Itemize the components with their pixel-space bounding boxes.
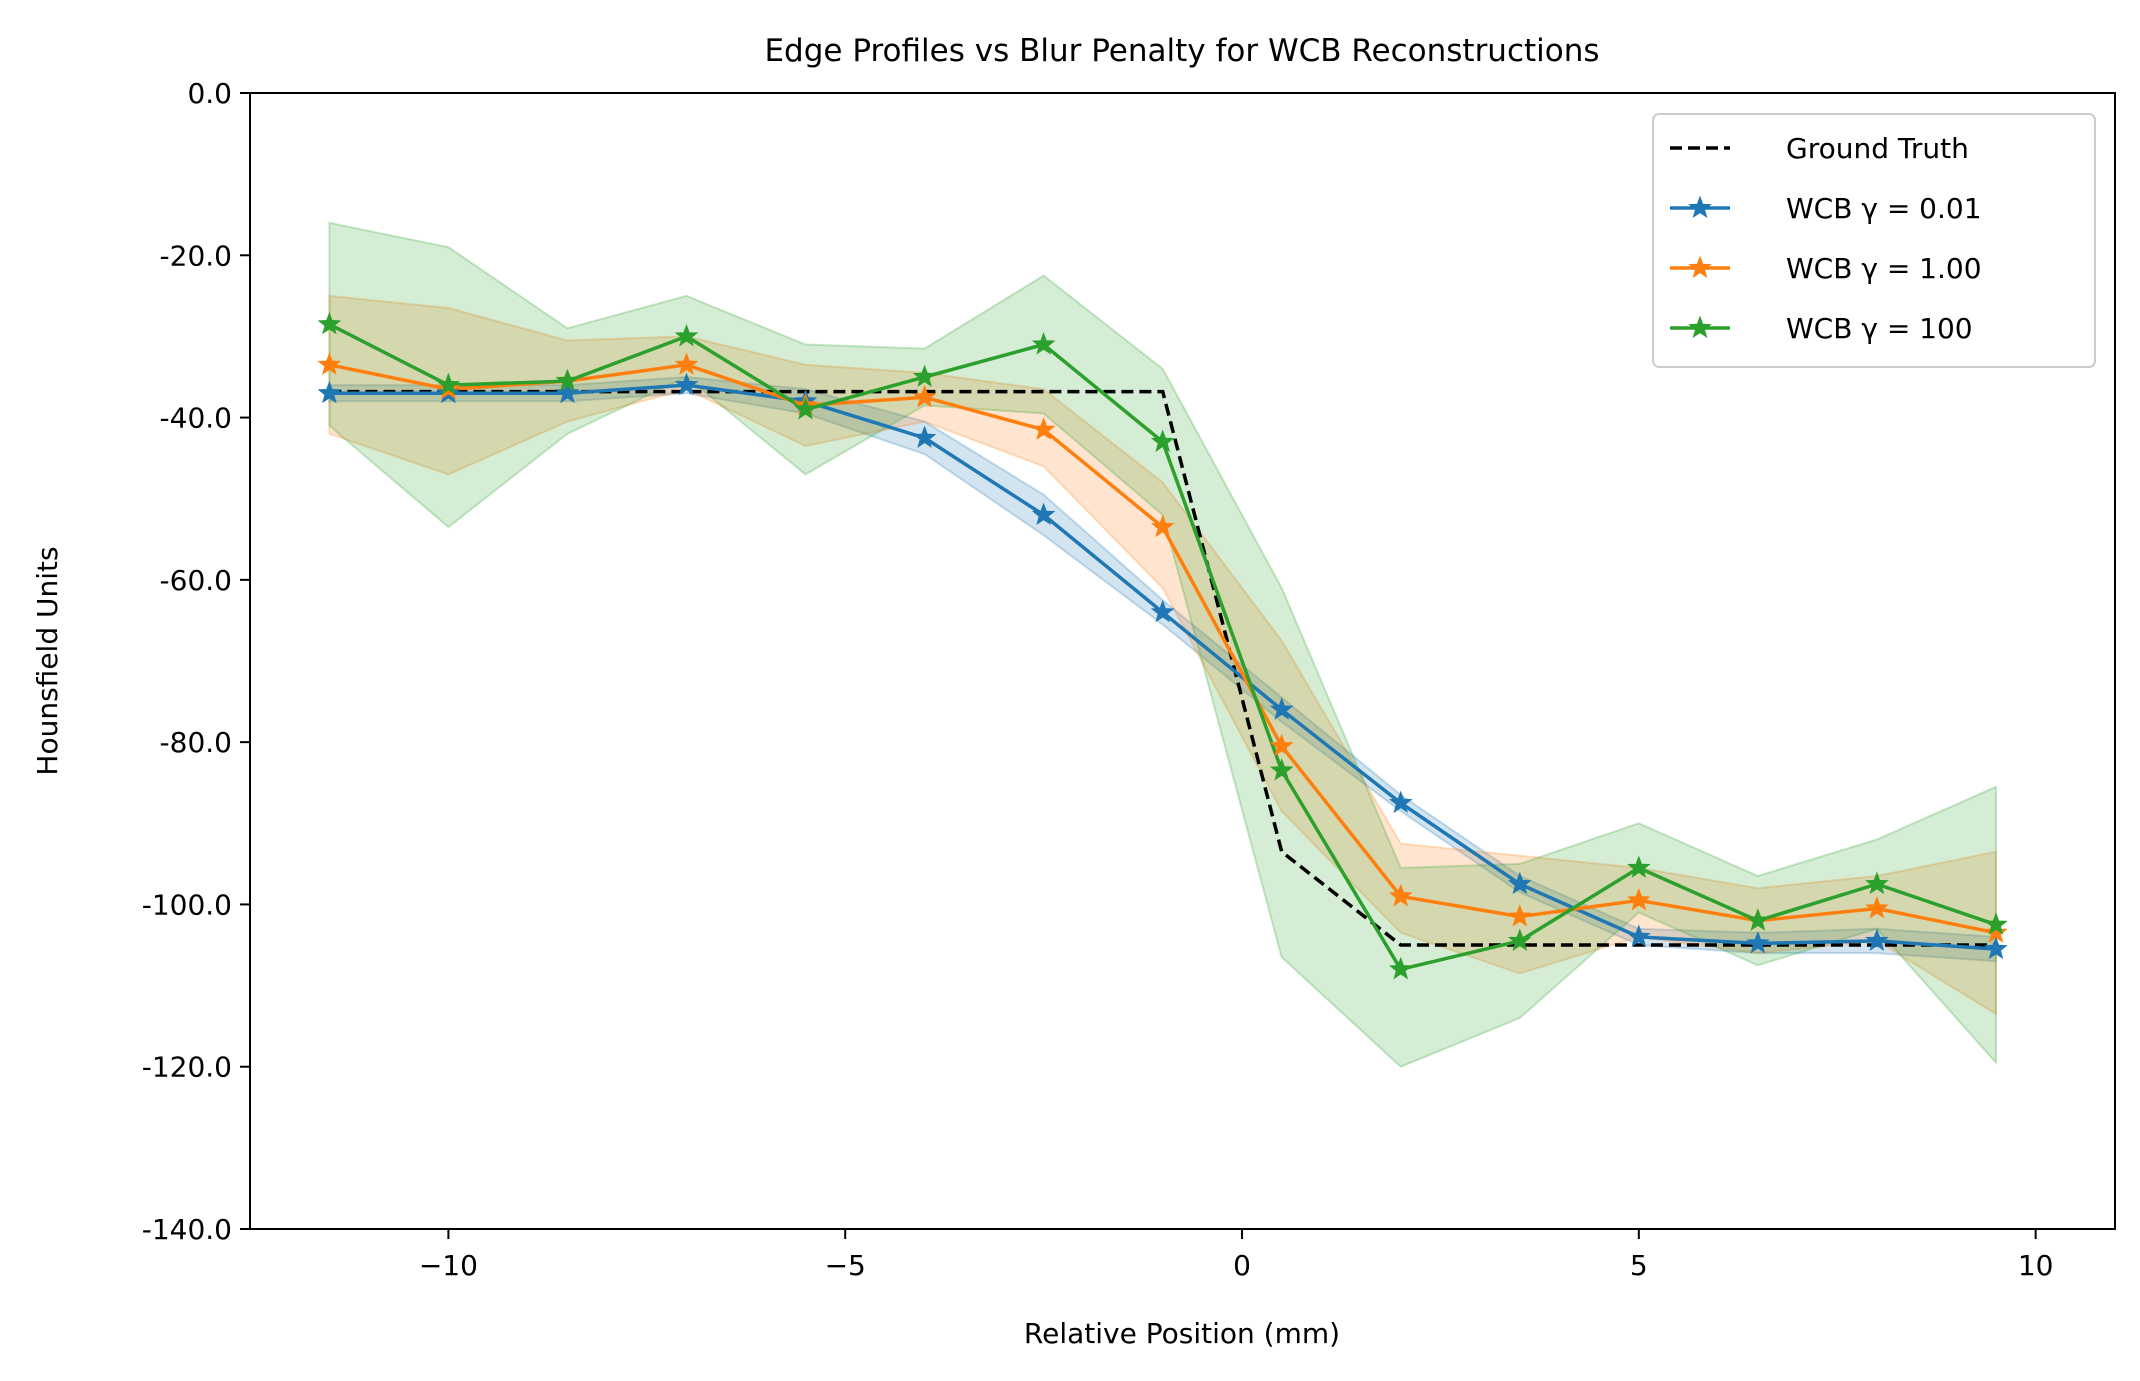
data-point-2-9 [1388, 956, 1413, 980]
legend-marker [1688, 255, 1712, 279]
x-tick-label: −5 [825, 1249, 866, 1282]
data-point-2-0 [317, 311, 342, 335]
data-point-0-14 [1984, 936, 2008, 960]
x-tick-label: 10 [2018, 1249, 2054, 1282]
data-point-2-1 [436, 372, 461, 396]
data-point-1-10 [1507, 904, 1532, 927]
plot-area-frame [249, 92, 2116, 1230]
y-axis-label: Hounsfield Units [31, 546, 64, 775]
data-point-1-3 [674, 352, 699, 375]
data-point-1-8 [1269, 733, 1294, 757]
data-point-0-7 [1150, 599, 1175, 623]
data-point-2-2 [555, 368, 580, 392]
data-point-2-12 [1746, 908, 1770, 931]
data-point-2-3 [674, 323, 699, 347]
data-point-0-13 [1865, 928, 1889, 951]
legend-marker [1688, 315, 1712, 339]
series-markers [317, 311, 2008, 980]
data-point-2-4 [793, 397, 818, 420]
data-point-0-12 [1746, 930, 1770, 954]
data-point-0-10 [1507, 871, 1532, 895]
data-point-0-0 [317, 380, 342, 404]
y-tick-label: -100.0 [142, 888, 232, 921]
data-point-2-7 [1150, 429, 1175, 452]
y-axis: 0.0 -20.0 -40.0 -60.0 -80.0 -100.0 -120.0 -140.… [142, 77, 250, 1246]
data-point-2-11 [1627, 855, 1651, 878]
data-point-0-8 [1269, 697, 1294, 720]
legend: Ground Truth WCB γ = 0.01 WCB γ = 1.00 WCB … [1652, 113, 2096, 368]
data-point-1-14 [1984, 920, 2008, 943]
data-point-1-0 [317, 352, 342, 375]
confidence-band-2 [328, 221, 1997, 1068]
y-tick-label: -140.0 [142, 1213, 232, 1246]
legend-marker [1688, 195, 1712, 219]
data-point-0-11 [1627, 924, 1651, 947]
data-point-2-8 [1269, 758, 1294, 781]
y-tick-label: -20.0 [160, 239, 232, 272]
ground-truth-line [329, 389, 1996, 947]
data-point-1-13 [1865, 896, 1889, 919]
data-point-0-6 [1031, 502, 1056, 525]
data-point-1-6 [1031, 417, 1056, 440]
y-tick-label: -80.0 [160, 726, 232, 759]
x-tick-label: −10 [419, 1249, 478, 1282]
x-tick-label: 5 [1630, 1249, 1648, 1282]
y-tick-label: -60.0 [160, 564, 232, 597]
data-point-1-5 [912, 384, 937, 408]
legend-label: WCB γ = 100 [1786, 312, 1973, 345]
x-tick-label: 0 [1233, 1249, 1251, 1282]
data-point-1-11 [1627, 887, 1651, 911]
legend-label: WCB γ = 1.00 [1786, 252, 1982, 285]
data-point-2-10 [1507, 928, 1532, 951]
y-tick-label: -120.0 [142, 1051, 232, 1084]
data-point-2-13 [1865, 871, 1889, 895]
data-point-1-7 [1150, 514, 1175, 538]
data-point-1-9 [1388, 883, 1413, 907]
x-axis: −10 −5 0 5 10 [419, 1229, 2054, 1282]
chart-title: Edge Profiles vs Blur Penalty for WCB Re… [764, 33, 1599, 69]
legend-label: Ground Truth [1786, 132, 1969, 165]
data-point-2-6 [1031, 332, 1056, 355]
data-point-0-5 [912, 425, 937, 448]
data-point-0-3 [674, 372, 699, 396]
data-point-2-5 [912, 364, 937, 388]
y-tick-label: -40.0 [160, 402, 232, 435]
data-point-0-9 [1388, 790, 1413, 814]
legend-label: WCB γ = 0.01 [1786, 192, 1982, 225]
x-axis-label: Relative Position (mm) [1024, 1317, 1340, 1350]
data-point-2-14 [1984, 912, 2008, 935]
data-point-0-2 [555, 380, 580, 404]
y-tick-label: 0.0 [187, 77, 232, 110]
legend-box [1652, 113, 2096, 368]
